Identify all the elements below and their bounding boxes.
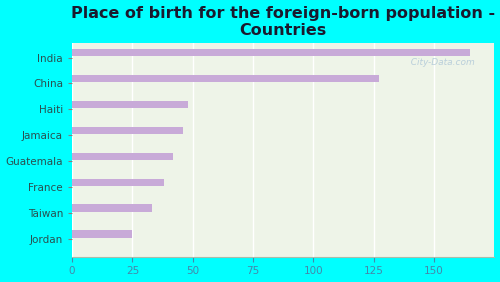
Bar — [72, 204, 142, 212]
Bar — [72, 153, 159, 160]
Bar — [72, 179, 164, 186]
Bar — [72, 101, 188, 108]
Bar — [72, 101, 180, 108]
Title: Place of birth for the foreign-born population -
Countries: Place of birth for the foreign-born popu… — [71, 6, 496, 38]
Bar — [72, 127, 183, 134]
Bar — [72, 127, 168, 134]
Bar — [72, 49, 463, 56]
Bar — [72, 204, 152, 212]
Bar — [72, 75, 378, 82]
Bar — [72, 49, 470, 56]
Bar — [72, 230, 99, 237]
Text: City-Data.com: City-Data.com — [404, 58, 474, 67]
Bar — [72, 153, 174, 160]
Bar — [72, 179, 152, 186]
Bar — [72, 230, 132, 237]
Bar — [72, 75, 374, 82]
